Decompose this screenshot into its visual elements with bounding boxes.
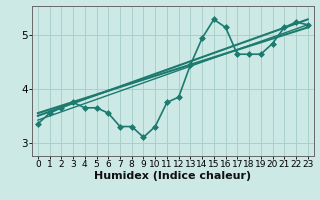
X-axis label: Humidex (Indice chaleur): Humidex (Indice chaleur) [94, 171, 252, 181]
